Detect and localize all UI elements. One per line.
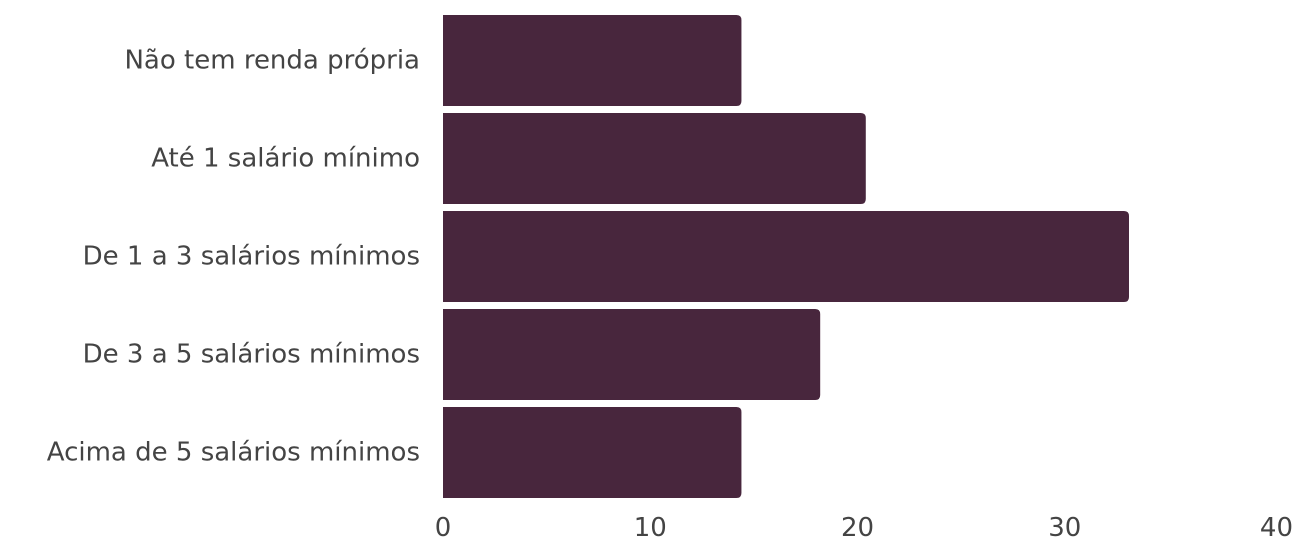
category-label: De 3 a 5 salários mínimos bbox=[83, 340, 420, 370]
category-label: Não tem renda própria bbox=[124, 46, 420, 76]
category-label: Até 1 salário mínimo bbox=[151, 144, 420, 174]
bar bbox=[443, 15, 742, 106]
x-tick-labels-group: 0 10 20 30 40 bbox=[435, 513, 1293, 543]
bar bbox=[443, 211, 1129, 302]
bar bbox=[443, 309, 821, 400]
category-labels-group: Não tem renda própria Até 1 salário mínim… bbox=[47, 46, 420, 468]
category-label: De 1 a 3 salários mínimos bbox=[83, 242, 420, 272]
x-tick-label: 30 bbox=[1048, 513, 1081, 543]
x-tick-label: 10 bbox=[634, 513, 667, 543]
bar bbox=[443, 407, 742, 498]
x-tick-label: 40 bbox=[1260, 513, 1293, 543]
x-tick-label: 0 bbox=[435, 513, 452, 543]
category-label: Acima de 5 salários mínimos bbox=[47, 438, 420, 468]
x-tick-label: 20 bbox=[841, 513, 874, 543]
bars-group bbox=[443, 15, 1129, 498]
bar bbox=[443, 113, 866, 204]
